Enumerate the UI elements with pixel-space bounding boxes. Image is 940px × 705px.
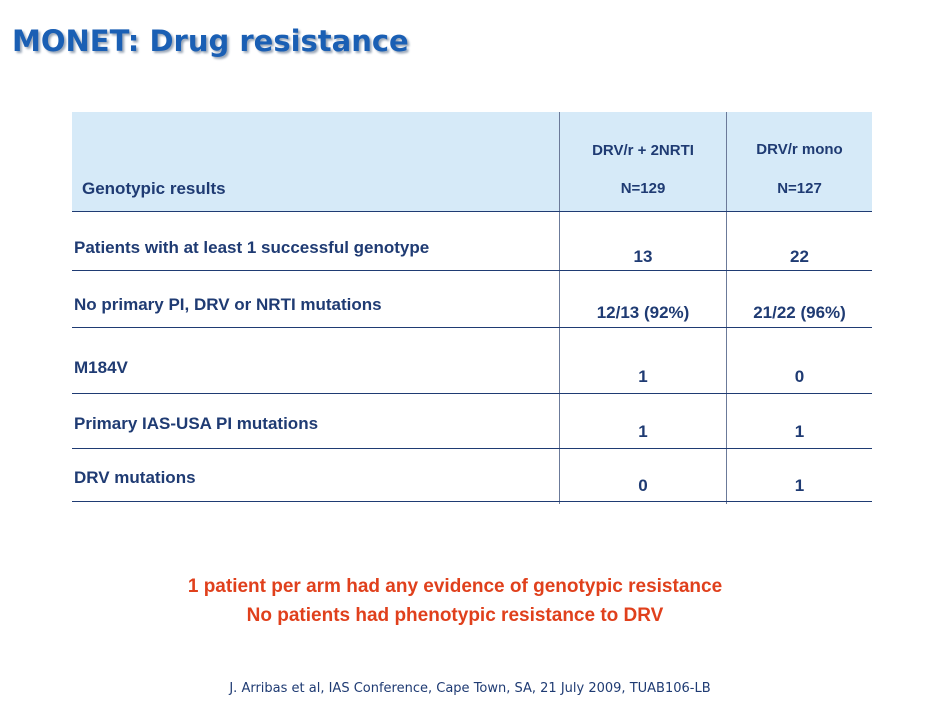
column-header-n: N=127 [777,180,822,197]
table-cell: 21/22 (96%) [753,303,846,322]
table-cell: 22 [790,247,809,266]
row-label: Patients with at least 1 successful geno… [74,238,430,257]
table-cell: 1 [638,367,648,386]
table-cell: 12/13 (92%) [596,303,690,322]
row-divider [72,270,872,271]
table-cell: 1 [794,476,805,495]
summary-note-genotypic: 1 patient per arm had any evidence of ge… [187,576,723,597]
column-header-name: DRV/r mono [756,141,843,158]
row-label: M184V [74,358,128,377]
table-header-label: Genotypic results [82,179,226,198]
column-divider-1 [559,112,560,504]
row-divider [72,448,872,449]
column-header-n: N=129 [620,180,666,197]
column-header-name: DRV/r + 2NRTI [592,142,694,159]
row-divider [72,393,872,394]
citation: J. Arribas et al, IAS Conference, Cape T… [229,681,711,696]
table-cell: 1 [794,422,805,441]
row-label: No primary PI, DRV or NRTI mutations [74,295,382,314]
column-divider-2 [726,112,727,504]
table-cell: 1 [638,422,648,441]
row-divider [72,211,872,212]
page-title: MONET: Drug resistance [12,24,409,58]
row-label: DRV mutations [74,468,196,487]
summary-note-phenotypic: No patients had phenotypic resistance to… [246,605,664,626]
row-divider [72,327,872,328]
table-cell: 13 [633,247,653,266]
table-cell: 0 [638,476,648,495]
table-header-band [72,112,872,212]
row-label: Primary IAS-USA PI mutations [74,414,319,433]
row-divider [72,501,872,502]
table-cell: 0 [794,367,805,386]
